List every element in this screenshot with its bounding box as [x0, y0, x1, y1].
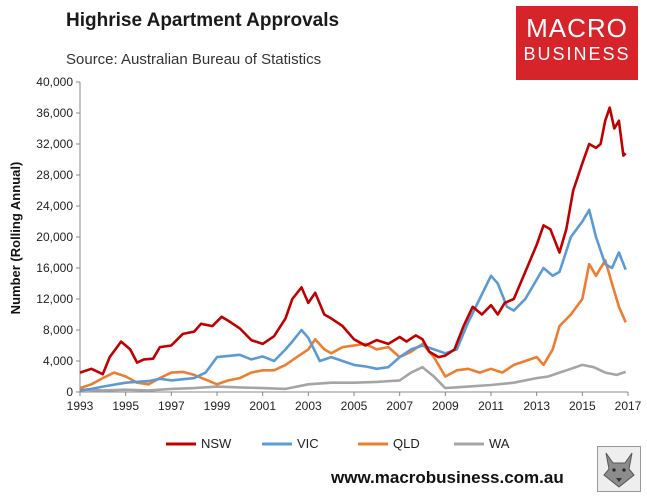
x-tick-label: 2017: [615, 399, 642, 413]
y-tick-label: 20,000: [36, 230, 73, 244]
series-line-qld: [79, 258, 627, 390]
y-tick-label: 24,000: [36, 199, 73, 213]
y-axis-label: Number (Rolling Annual): [8, 162, 23, 315]
x-tick-label: 1999: [204, 399, 231, 413]
legend-label-qld: QLD: [393, 436, 420, 451]
chart-legend: NSW VIC QLD WA: [166, 436, 510, 451]
series-line-wa: [79, 363, 627, 392]
y-tick-label: 40,000: [36, 75, 73, 89]
x-tick-label: 2003: [295, 399, 322, 413]
x-tick-label: 1997: [158, 399, 185, 413]
y-tick-label: 16,000: [36, 261, 73, 275]
y-tick-label: 32,000: [36, 137, 73, 151]
chart-title: Highrise Apartment Approvals: [66, 10, 340, 31]
series-layer: [79, 106, 627, 392]
legend-label-vic: VIC: [297, 436, 319, 451]
y-tick-label: 0: [66, 385, 73, 399]
x-tick-label: 1995: [112, 399, 139, 413]
x-tick-label: 2009: [432, 399, 459, 413]
x-tick-label: 2001: [249, 399, 276, 413]
x-tick-label: 2007: [386, 399, 413, 413]
series-line-nsw: [79, 106, 627, 376]
x-tick-label: 2005: [341, 399, 368, 413]
chart-source: Source: Australian Bureau of Statistics: [66, 51, 322, 68]
y-tick-label: 28,000: [36, 168, 73, 182]
chart-axes: 0 4,000 8,000 12,000 16,000 20,000 24,000 28,00…: [36, 75, 641, 413]
logo-text-bottom: BUSINESS: [523, 44, 631, 64]
y-tick-label: 8,000: [43, 323, 73, 337]
macrobusiness-logo[interactable]: MACRO BUSINESS: [516, 6, 638, 80]
y-tick-label: 4,000: [43, 354, 73, 368]
y-tick-label: 36,000: [36, 106, 73, 120]
y-tick-label: 12,000: [36, 292, 73, 306]
x-tick-label: 2015: [569, 399, 596, 413]
x-tick-label: 2013: [523, 399, 550, 413]
wolf-logo-icon: [597, 446, 641, 492]
x-tick-label: 1993: [67, 399, 94, 413]
legend-label-nsw: NSW: [201, 436, 232, 451]
legend-label-wa: WA: [489, 436, 510, 451]
x-tick-label: 2011: [478, 399, 504, 413]
footer-url[interactable]: www.macrobusiness.com.au: [331, 468, 564, 487]
logo-text-top: MACRO: [526, 13, 628, 43]
series-line-vic: [79, 208, 627, 392]
